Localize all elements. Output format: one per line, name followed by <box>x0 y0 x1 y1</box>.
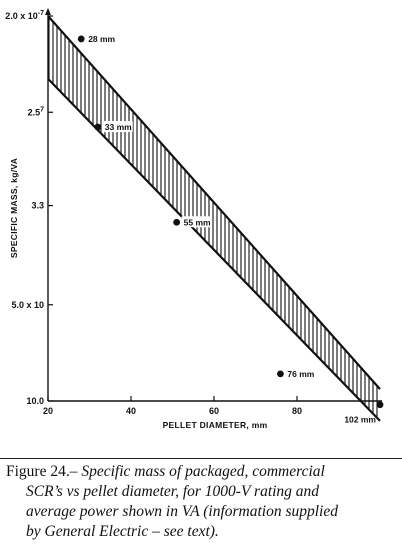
data-point-label-bg <box>86 32 117 44</box>
caption-line-2: SCR’s vs pellet diameter, for 1000-V rat… <box>26 483 320 500</box>
caption-line-4: by General Electric – see text). <box>26 523 219 540</box>
band-upper-edge <box>47 15 381 390</box>
data-point-label-bg <box>102 121 133 133</box>
y-axis-arrow-icon <box>45 8 51 15</box>
data-point-label-bg <box>181 216 212 228</box>
data-point-label: 55 mm <box>184 217 211 227</box>
y-tick-label: 10.0 <box>26 396 44 406</box>
data-point <box>376 401 384 409</box>
hatched-band <box>48 16 380 421</box>
data-point <box>94 123 102 131</box>
caption-divider <box>0 458 402 459</box>
caption-line-3: average power shown in VA (information s… <box>26 503 338 520</box>
chart: 20 40 60 80 2.0 x 10-7 2.57 3.3 5.0 x 10 10.0 28… <box>5 8 384 430</box>
caption-line-1: Specific mass of packaged, commercial <box>81 463 325 480</box>
data-point <box>77 35 85 43</box>
data-point <box>173 218 181 226</box>
figure-number: Figure 24.– <box>6 463 78 480</box>
data-point-label: 28 mm <box>88 34 115 44</box>
data-point-label: 33 mm <box>105 122 132 132</box>
y-tick-label: 2.0 x 10-7 <box>5 10 44 21</box>
x-tick-label: 40 <box>126 406 136 416</box>
data-point-label: 76 mm <box>287 369 314 379</box>
y-tick-label: 3.3 <box>31 201 44 211</box>
y-tick-label: 5.0 x 10 <box>11 300 44 310</box>
x-tick-label: 60 <box>209 406 219 416</box>
x-tick-label: 20 <box>43 406 53 416</box>
y-tick-label: 2.57 <box>28 106 45 117</box>
data-point-label: 102 mm <box>344 415 376 425</box>
x-tick-label: 80 <box>292 406 302 416</box>
figure-caption: Figure 24.– Specific mass of packaged, c… <box>6 462 398 542</box>
data-point-label-bg <box>285 367 316 379</box>
data-point <box>277 370 284 378</box>
band-lower-edge <box>47 78 381 422</box>
x-axis-title: PELLET DIAMETER, mm <box>163 420 268 430</box>
y-axis-title: SPECIFIC MASS, kg/VA <box>9 158 19 258</box>
